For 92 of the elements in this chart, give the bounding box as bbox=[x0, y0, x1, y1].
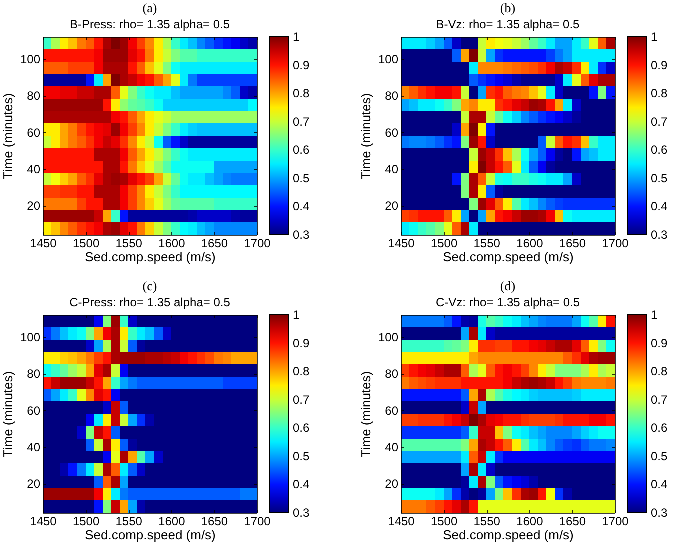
x-tick-label: 1450 bbox=[30, 236, 58, 250]
x-tick-label: 1500 bbox=[72, 236, 100, 250]
color-bar-label: 0.9 bbox=[293, 336, 310, 350]
color-bar-label: 1 bbox=[293, 308, 300, 322]
x-tick-label: 1450 bbox=[30, 514, 58, 528]
x-tick-label: 1550 bbox=[116, 236, 143, 250]
color-bar-label: 0.8 bbox=[651, 364, 668, 379]
chart-subtitle: B-Press: rho= 1.35 alpha= 0.5 bbox=[70, 18, 230, 32]
x-tick-label: 1600 bbox=[158, 236, 186, 250]
color-bar-label: 0.9 bbox=[651, 58, 668, 72]
color-bar-label: 0.5 bbox=[293, 449, 310, 464]
color-bar-label: 0.3 bbox=[293, 228, 310, 242]
y-tick-label: 40 bbox=[385, 440, 399, 454]
x-tick-label: 1550 bbox=[474, 236, 501, 250]
color-bar-label: 0.6 bbox=[293, 143, 310, 158]
y-tick-label: 40 bbox=[27, 162, 41, 176]
color-bar-label: 0.3 bbox=[293, 506, 310, 520]
y-tick-label: 100 bbox=[20, 52, 41, 66]
x-tick-label: 1500 bbox=[430, 236, 458, 250]
x-tick-label: 1650 bbox=[201, 236, 228, 250]
x-tick-label: 1700 bbox=[602, 514, 630, 528]
color-bar-label: 0.3 bbox=[651, 506, 668, 520]
color-bar-label: 0.6 bbox=[651, 421, 668, 436]
x-tick-label: 1650 bbox=[559, 514, 586, 528]
y-axis-title: Time (minutes) bbox=[358, 371, 374, 458]
chart-title: (d) bbox=[500, 278, 516, 294]
color-bar-label: 0.9 bbox=[651, 336, 668, 350]
y-tick-label: 100 bbox=[378, 52, 399, 66]
x-axis-title: Sed.comp.speed (m/s) bbox=[85, 528, 216, 542]
y-axis-title: Time (minutes) bbox=[0, 371, 16, 458]
y-tick-label: 60 bbox=[385, 404, 399, 418]
y-tick-label: 40 bbox=[27, 440, 41, 454]
x-tick-label: 1700 bbox=[244, 514, 272, 528]
x-tick-label: 1600 bbox=[158, 514, 186, 528]
color-bar-label: 1 bbox=[651, 308, 658, 322]
x-tick-label: 1450 bbox=[388, 514, 416, 528]
y-tick-label: 20 bbox=[385, 477, 399, 492]
color-bar-label: 0.7 bbox=[651, 392, 668, 407]
y-tick-label: 60 bbox=[385, 126, 399, 140]
x-tick-label: 1550 bbox=[116, 514, 143, 528]
chart-title: (a) bbox=[142, 0, 158, 16]
color-bar-label: 1 bbox=[651, 30, 658, 44]
y-tick-label: 20 bbox=[27, 477, 41, 492]
x-tick-label: 1650 bbox=[559, 236, 586, 250]
y-axis-title: Time (minutes) bbox=[358, 93, 374, 180]
y-tick-label: 40 bbox=[385, 162, 399, 176]
x-tick-label: 1700 bbox=[602, 236, 630, 250]
color-bar-label: 1 bbox=[293, 30, 300, 44]
chart-subtitle: C-Press: rho= 1.35 alpha= 0.5 bbox=[70, 296, 231, 310]
y-tick-label: 60 bbox=[27, 404, 41, 418]
color-bar-label: 0.4 bbox=[651, 478, 668, 492]
color-bar-label: 0.8 bbox=[293, 364, 310, 379]
x-tick-label: 1600 bbox=[516, 236, 544, 250]
y-tick-label: 20 bbox=[385, 199, 399, 214]
color-bar-label: 0.6 bbox=[293, 421, 310, 436]
color-bar-label: 0.7 bbox=[293, 114, 310, 129]
x-tick-label: 1500 bbox=[430, 514, 458, 528]
y-tick-label: 100 bbox=[20, 330, 41, 344]
color-bar-label: 0.4 bbox=[293, 200, 310, 214]
x-tick-label: 1700 bbox=[244, 236, 272, 250]
y-tick-label: 80 bbox=[27, 89, 41, 104]
y-tick-label: 20 bbox=[27, 199, 41, 214]
color-bar-label: 0.8 bbox=[651, 86, 668, 101]
color-bar-label: 0.5 bbox=[293, 171, 310, 186]
chart-title: (b) bbox=[500, 0, 516, 16]
color-bar-label: 0.5 bbox=[651, 171, 668, 186]
color-bar-label: 0.4 bbox=[293, 478, 310, 492]
color-bar-label: 0.7 bbox=[293, 392, 310, 407]
color-bar-label: 0.4 bbox=[651, 200, 668, 214]
x-axis-title: Sed.comp.speed (m/s) bbox=[443, 250, 574, 264]
x-tick-label: 1550 bbox=[474, 514, 501, 528]
y-tick-label: 60 bbox=[27, 126, 41, 140]
x-axis-title: Sed.comp.speed (m/s) bbox=[85, 250, 216, 264]
chart-subtitle: B-Vz: rho= 1.35 alpha= 0.5 bbox=[436, 18, 580, 32]
y-tick-label: 80 bbox=[27, 367, 41, 382]
color-bar-label: 0.9 bbox=[293, 58, 310, 72]
color-bar-label: 0.5 bbox=[651, 449, 668, 464]
x-tick-label: 1650 bbox=[201, 514, 228, 528]
x-tick-label: 1500 bbox=[72, 514, 100, 528]
color-bar-label: 0.3 bbox=[651, 228, 668, 242]
chart-subtitle: C-Vz: rho= 1.35 alpha= 0.5 bbox=[436, 296, 580, 310]
y-tick-label: 80 bbox=[385, 367, 399, 382]
x-tick-label: 1450 bbox=[388, 236, 416, 250]
color-bar-label: 0.8 bbox=[293, 86, 310, 101]
color-bar-label: 0.7 bbox=[651, 114, 668, 129]
x-axis-title: Sed.comp.speed (m/s) bbox=[443, 528, 574, 542]
x-tick-label: 1600 bbox=[516, 514, 544, 528]
y-tick-label: 100 bbox=[378, 330, 399, 344]
y-axis-title: Time (minutes) bbox=[0, 93, 16, 180]
chart-title: (c) bbox=[142, 278, 158, 294]
color-bar-label: 0.6 bbox=[651, 143, 668, 158]
y-tick-label: 80 bbox=[385, 89, 399, 104]
